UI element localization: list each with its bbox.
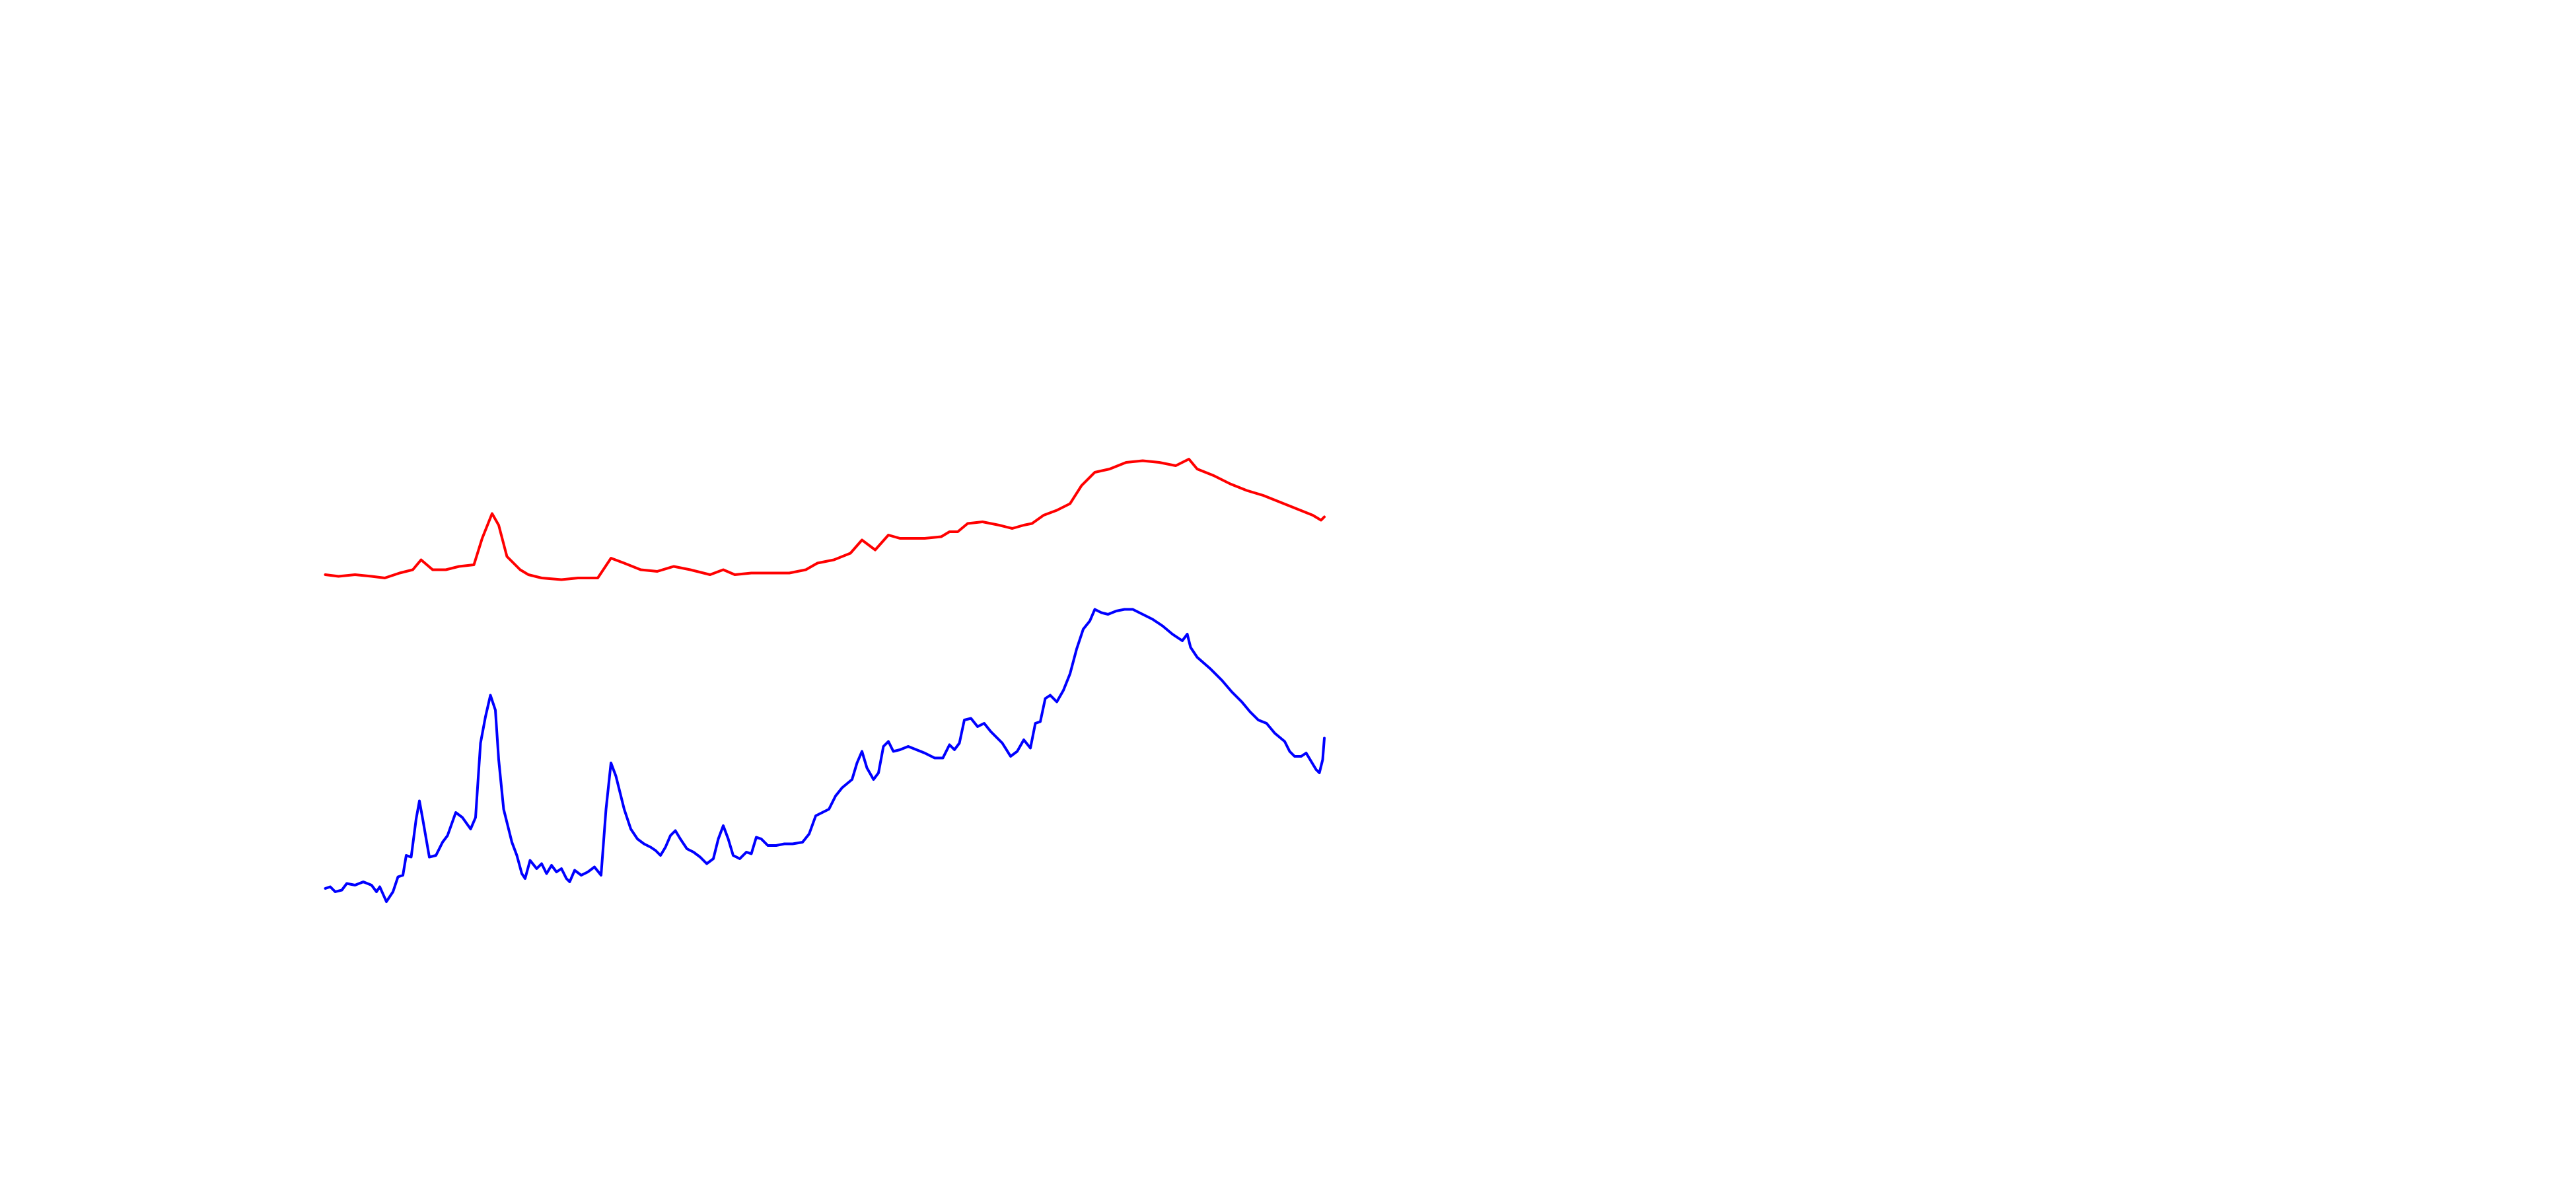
data-line bbox=[324, 608, 1326, 903]
data-line bbox=[324, 458, 1326, 581]
